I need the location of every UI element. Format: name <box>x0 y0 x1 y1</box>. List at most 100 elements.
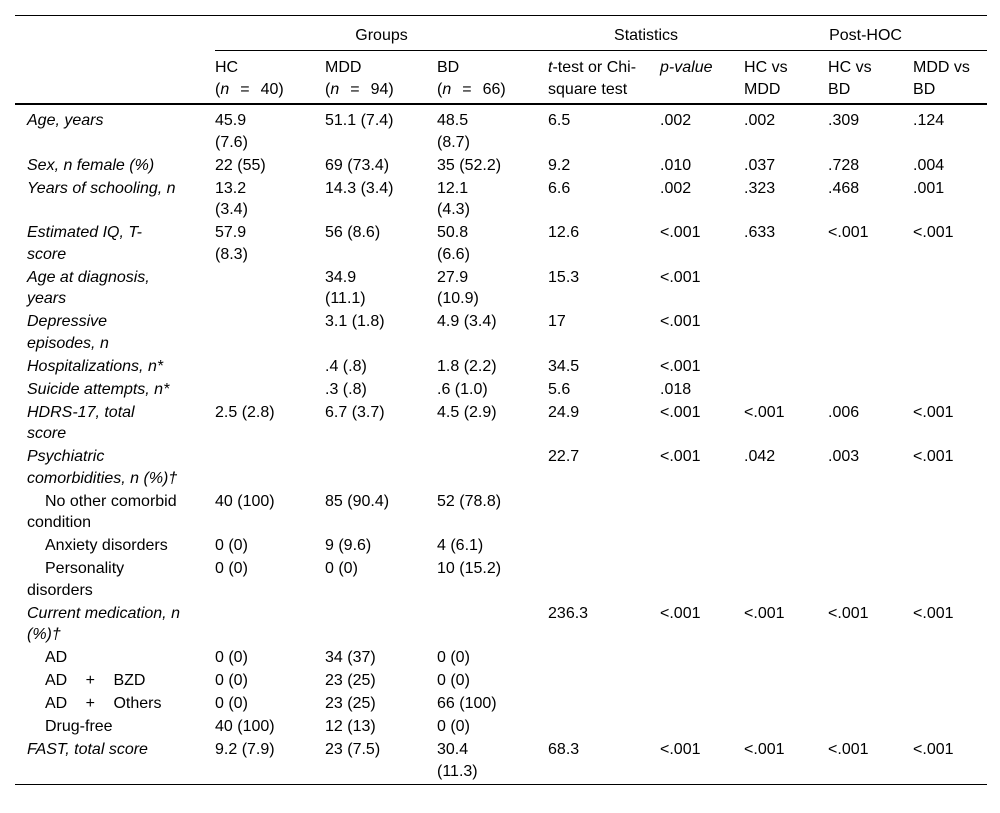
table-row: Personality disorders 0 (0) 0 (0) 10 (15.2) <box>15 558 987 603</box>
cell-ttest: 24.9 <box>548 403 580 421</box>
cell-hc-vs-bd <box>828 647 913 670</box>
cell-bd: 27.9 (10.9) <box>437 268 479 308</box>
row-label: Anxiety disorders <box>45 537 168 554</box>
cell-hc-vs-bd <box>828 356 913 379</box>
cell-hc-vs-mdd: .633 <box>744 224 776 241</box>
cell-mdd: 3.1 (1.8) <box>325 313 385 330</box>
cell-pvalue: <.001 <box>660 357 701 375</box>
cell-ttest: 6.6 <box>548 179 571 197</box>
cell-mdd-vs-bd <box>913 716 987 739</box>
row-label: Drug-free <box>45 718 113 735</box>
cell-ttest: 17 <box>548 313 566 330</box>
row-label-header-blank <box>15 50 215 105</box>
cell-ttest: 34.5 <box>548 357 580 375</box>
cell-pvalue <box>660 670 744 693</box>
cell-hc: 9.2 (7.9) <box>215 741 275 758</box>
cell-hc-vs-mdd: <.001 <box>744 604 785 622</box>
cell-hc-vs-bd <box>828 491 913 536</box>
table-row: AD 0 (0) 34 (37) 0 (0) <box>15 647 987 670</box>
cell-hc-vs-mdd <box>744 535 828 558</box>
row-label: No other comorbid condition <box>27 492 177 532</box>
cell-hc-vs-mdd: .042 <box>744 448 776 465</box>
cell-ttest <box>548 647 660 670</box>
cell-hc: 13.2 (3.4) <box>215 179 248 219</box>
cell-bd: 4 (6.1) <box>437 537 484 554</box>
cell-hc-vs-mdd <box>744 558 828 603</box>
cell-mdd-vs-bd <box>913 558 987 603</box>
cell-hc-vs-mdd: .002 <box>744 112 776 129</box>
cell-bd: 30.4 (11.3) <box>437 741 478 780</box>
cell-ttest: 9.2 <box>548 156 571 174</box>
cell-mdd <box>325 446 437 491</box>
cell-bd: 48.5 (8.7) <box>437 112 470 151</box>
cell-hc-vs-bd <box>828 693 913 716</box>
table-row: Depressive episodes, n 3.1 (1.8) 4.9 (3.4)… <box>15 311 987 356</box>
cell-hc <box>215 379 325 402</box>
cell-mdd-vs-bd <box>913 647 987 670</box>
col-header-hc: HC (n = 40) <box>215 50 325 105</box>
cell-hc <box>215 267 325 312</box>
cell-mdd-vs-bd <box>913 693 987 716</box>
table-row: Age at diagnosis, years 34.9 (11.1) 27.9 (… <box>15 267 987 312</box>
table-row: Hospitalizations, n* .4 (.8) 1.8 (2.2) 34.5… <box>15 356 987 379</box>
row-label: Hospitalizations, n* <box>27 357 164 375</box>
cell-pvalue <box>660 535 744 558</box>
cell-ttest <box>548 670 660 693</box>
cell-mdd: .4 (.8) <box>325 357 367 375</box>
cell-pvalue: .010 <box>660 156 692 174</box>
cell-hc: 40 (100) <box>215 718 275 735</box>
col-header-hc-vs-bd: HC vs BD <box>828 50 914 105</box>
cell-mdd-vs-bd <box>913 491 987 536</box>
table-row: HDRS-17, total score 2.5 (2.8) 6.7 (3.7) 4.… <box>15 402 987 447</box>
table-row: AD + BZD 0 (0) 23 (25) 0 (0) <box>15 670 987 693</box>
cell-mdd <box>325 603 437 648</box>
row-label: Suicide attempts, n* <box>27 380 170 398</box>
cell-hc-vs-mdd <box>744 379 828 402</box>
cell-bd: 35 (52.2) <box>437 156 502 174</box>
cell-mdd: .3 (.8) <box>325 380 367 398</box>
cell-pvalue: <.001 <box>660 448 701 465</box>
table-row: Years of schooling, n 13.2 (3.4) 14.3 (3.4… <box>15 178 987 223</box>
cell-pvalue: .002 <box>660 179 692 197</box>
row-label: Age at diagnosis, years <box>27 268 150 308</box>
cell-pvalue: <.001 <box>660 268 701 286</box>
cell-bd: 4.5 (2.9) <box>437 403 497 421</box>
spanner-groups: Groups <box>215 15 549 51</box>
row-label: Estimated IQ, T- score <box>27 224 142 263</box>
cell-pvalue <box>660 491 744 536</box>
cell-bd: 0 (0) <box>437 718 470 735</box>
cell-hc-vs-mdd: .323 <box>744 179 776 197</box>
cell-hc: 57.9 (8.3) <box>215 224 248 263</box>
cell-mdd: 69 (73.4) <box>325 156 390 174</box>
cell-hc: 0 (0) <box>215 537 248 554</box>
cell-mdd: 6.7 (3.7) <box>325 403 385 421</box>
cell-pvalue: .018 <box>660 380 692 398</box>
cell-bd: 66 (100) <box>437 695 497 712</box>
spanner-row: Groups Statistics Post-HOC <box>15 15 988 51</box>
col-header-mdd-name: MDD <box>325 59 362 76</box>
row-label: Current medication, n (%)† <box>27 604 180 644</box>
row-label: FAST, total score <box>27 741 148 758</box>
row-label: Years of schooling, n <box>27 179 176 197</box>
cell-mdd: 34 (37) <box>325 649 376 666</box>
cell-hc-vs-mdd <box>744 693 828 716</box>
cell-hc-vs-mdd <box>744 647 828 670</box>
cell-hc <box>215 311 325 356</box>
cell-mdd-vs-bd: .001 <box>913 179 945 197</box>
row-label: AD + Others <box>45 695 162 712</box>
cell-ttest: 68.3 <box>548 741 580 758</box>
table-body: Age, years 45.9 (7.6) 51.1 (7.4) 48.5 (8.7)… <box>15 104 987 784</box>
table-row: Suicide attempts, n* .3 (.8) .6 (1.0) 5.6 .0… <box>15 379 987 402</box>
cell-pvalue: <.001 <box>660 224 701 241</box>
spanner-statistics: Statistics <box>548 15 745 51</box>
table-row: Age, years 45.9 (7.6) 51.1 (7.4) 48.5 (8.7)… <box>15 104 987 155</box>
row-label: Personality disorders <box>27 560 125 599</box>
cell-hc: 0 (0) <box>215 695 248 712</box>
cell-hc-vs-mdd <box>744 267 828 312</box>
cell-pvalue: .002 <box>660 112 692 129</box>
spanner-posthoc: Post-HOC <box>744 15 988 51</box>
table-row: Drug-free 40 (100) 12 (13) 0 (0) <box>15 716 987 739</box>
cell-mdd: 14.3 (3.4) <box>325 179 394 197</box>
cell-hc: 0 (0) <box>215 649 248 666</box>
cell-bd: 4.9 (3.4) <box>437 313 497 330</box>
